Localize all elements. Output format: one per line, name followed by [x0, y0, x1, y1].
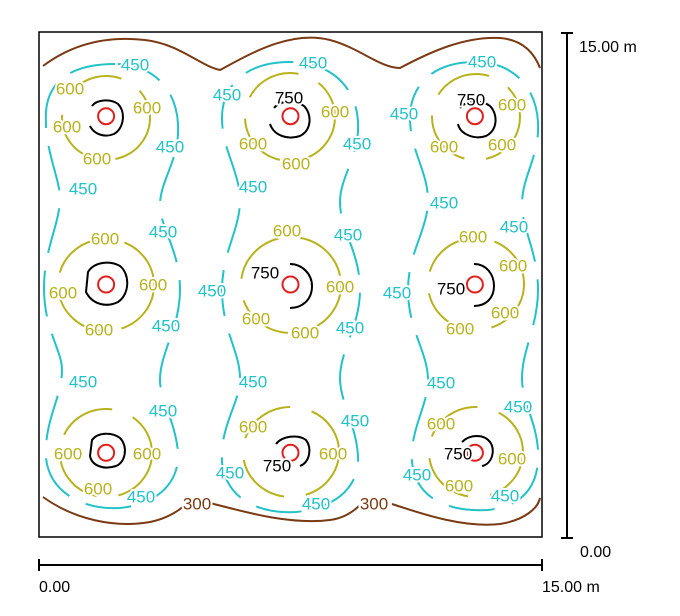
- contour-value-label: 600: [491, 303, 519, 322]
- luminaire-marker: [97, 443, 116, 462]
- x-end-label: 15.00 m: [542, 579, 600, 596]
- contour-value-label: 600: [54, 444, 82, 463]
- contour-value-label: 600: [430, 137, 458, 156]
- contour-value-label: 600: [133, 98, 161, 117]
- contour-value-label: 600: [326, 277, 354, 296]
- contour-value-label: 600: [85, 320, 113, 339]
- contour-value-label: 450: [403, 465, 431, 484]
- contour-value-label: 600: [498, 449, 526, 468]
- contour-value-label: 750: [457, 90, 485, 109]
- contour-300: [42, 36, 541, 526]
- contour-value-label: 600: [291, 323, 319, 342]
- contour-value-label: 600: [282, 154, 310, 173]
- contour-750: [84, 99, 497, 469]
- x-start-label: 0.00: [39, 579, 70, 596]
- contour-value-label: 600: [53, 117, 81, 136]
- contour-value-label: 450: [152, 316, 180, 335]
- contour-value-label: 600: [84, 479, 112, 498]
- contour-value-label: 600: [91, 229, 119, 248]
- contour-value-label: 600: [427, 414, 455, 433]
- contour-value-label: 600: [83, 149, 111, 168]
- contour-value-label: 300: [360, 494, 388, 513]
- luminaire-marker: [281, 107, 300, 126]
- contour-value-label: 450: [69, 372, 97, 391]
- luminaire-layer: [97, 107, 484, 462]
- contour-value-label: 600: [319, 444, 347, 463]
- contour-value-label: 600: [56, 79, 84, 98]
- contour-value-label: 450: [491, 486, 519, 505]
- y-scale: [561, 32, 573, 539]
- luminaire-marker: [97, 107, 116, 126]
- x-scale: [38, 559, 543, 571]
- contour-value-label: 450: [500, 217, 528, 236]
- contour-value-label: 600: [139, 275, 167, 294]
- contour-value-label: 750: [275, 88, 303, 107]
- contour-value-label: 450: [383, 283, 411, 302]
- contour-600: [57, 72, 525, 498]
- contour-value-label: 450: [213, 85, 241, 104]
- contour-value-label: 450: [239, 177, 267, 196]
- contour-value-label: 750: [263, 456, 291, 475]
- contour-value-label: 450: [468, 52, 496, 71]
- contour-value-label: 600: [498, 95, 526, 114]
- contour-value-label: 450: [334, 225, 362, 244]
- contour-value-label: 600: [321, 102, 349, 121]
- contour-value-label: 450: [504, 397, 532, 416]
- contour-value-label: 450: [198, 281, 226, 300]
- luminaire-marker: [97, 275, 116, 294]
- contour-value-label: 450: [127, 487, 155, 506]
- contour-value-label: 750: [437, 279, 465, 298]
- contour-value-label: 450: [430, 193, 458, 212]
- contour-value-label: 450: [149, 401, 177, 420]
- contour-value-label: 600: [273, 221, 301, 240]
- contour-value-label: 450: [427, 373, 455, 392]
- luminaire-marker: [465, 275, 484, 294]
- y-start-label: 0.00: [580, 544, 611, 561]
- contour-value-label: 600: [459, 227, 487, 246]
- contour-value-label: 600: [499, 256, 527, 275]
- contour-value-label: 600: [239, 134, 267, 153]
- luminaire-marker: [281, 275, 300, 294]
- contour-value-label: 750: [251, 263, 279, 282]
- contour-value-label: 600: [488, 135, 516, 154]
- contour-value-label: 750: [444, 444, 472, 463]
- contour-value-label: 450: [390, 104, 418, 123]
- contour-value-label: 450: [336, 318, 364, 337]
- luminaire-marker: [465, 107, 484, 126]
- contour-value-label: 450: [239, 372, 267, 391]
- contour-value-label: 600: [49, 283, 77, 302]
- contour-value-label: 600: [446, 319, 474, 338]
- contour-value-label: 450: [69, 179, 97, 198]
- contour-value-label: 600: [242, 309, 270, 328]
- contour-450: [42, 60, 540, 514]
- contour-value-label: 450: [302, 494, 330, 513]
- contour-value-label: 450: [299, 53, 327, 72]
- luminaire-marker: [281, 443, 300, 462]
- contour-value-label: 450: [156, 137, 184, 156]
- contour-value-label: 450: [341, 411, 369, 430]
- contour-value-label: 600: [445, 476, 473, 495]
- contour-value-label: 450: [216, 463, 244, 482]
- luminaire-marker: [465, 443, 484, 462]
- contour-value-label: 600: [133, 444, 161, 463]
- contour-value-label: 300: [183, 494, 211, 513]
- contour-value-label: 450: [343, 134, 371, 153]
- contour-value-label: 600: [239, 417, 267, 436]
- contour-value-label: 450: [149, 222, 177, 241]
- y-end-label: 15.00 m: [579, 39, 637, 56]
- contour-value-label: 450: [121, 55, 149, 74]
